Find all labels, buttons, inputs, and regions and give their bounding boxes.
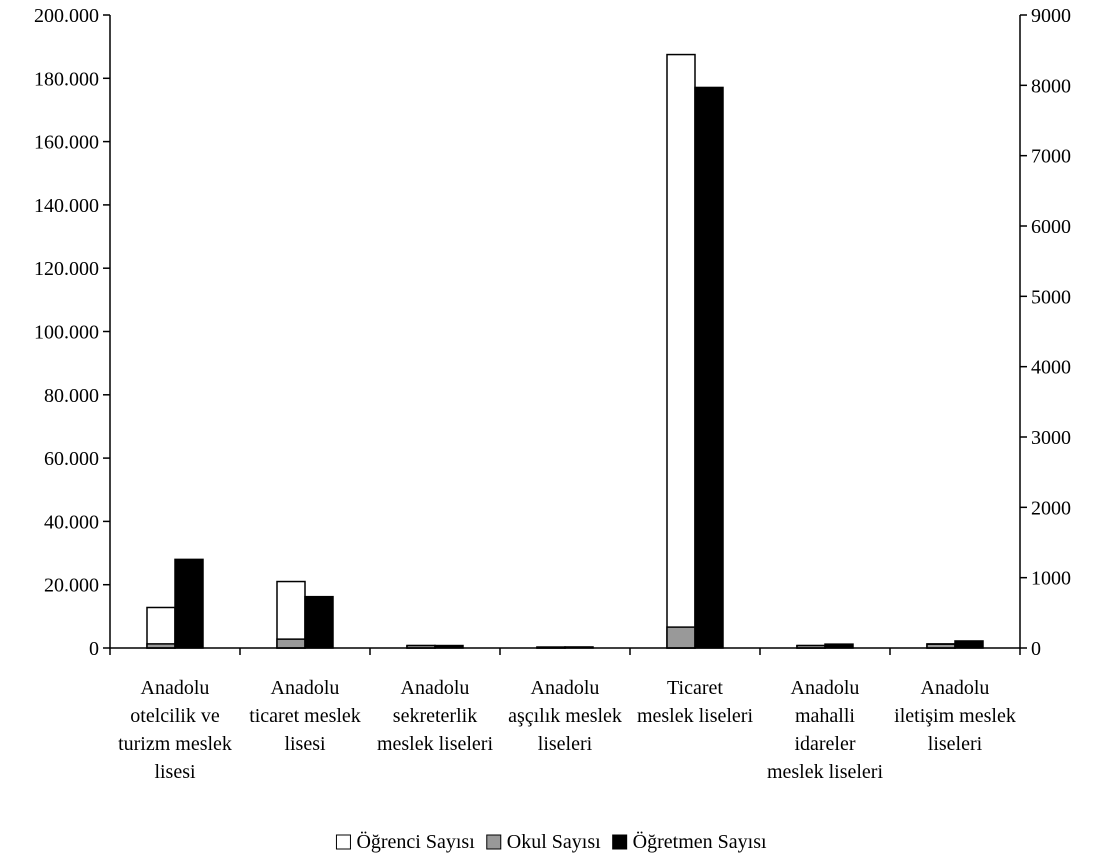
legend-label-retmen-say-s: Öğretmen Sayısı <box>633 830 767 853</box>
bar-retmen-say-s-1 <box>304 595 334 649</box>
y-left-tick-label: 0 <box>89 638 99 660</box>
axes-layer: 0 20.000 40.000 60.000 80.000 100.000 120.000 1… <box>34 5 1071 660</box>
legend-swatch-okul-say-s <box>486 834 502 850</box>
legend-swatch-renci-say-s <box>335 834 351 850</box>
bar-okul-say-s-4 <box>666 626 696 649</box>
bar-okul-say-s-1 <box>276 638 306 649</box>
category-label-2: Anadolu sekreterlik meslek liseleri <box>377 677 494 755</box>
y-right-tick-label: 5000 <box>1031 286 1071 308</box>
y-right-tick-label: 6000 <box>1031 216 1071 238</box>
y-right-tick-label: 1000 <box>1031 568 1071 590</box>
legend-label-okul-say-s: Okul Sayısı <box>507 831 601 853</box>
bar-renci-say-s-0 <box>146 606 176 649</box>
category-label-1: Anadolu ticaret meslek lisesi <box>249 677 361 755</box>
y-left-tick-label: 120.000 <box>34 258 99 280</box>
y-right-tick-label: 8000 <box>1031 75 1071 97</box>
y-right-tick-label: 3000 <box>1031 427 1071 449</box>
y-left-tick-label: 160.000 <box>34 132 99 154</box>
y-left-tick-label: 200.000 <box>34 5 99 27</box>
y-right-tick-label: 7000 <box>1031 146 1071 168</box>
y-right-tick-label: 0 <box>1031 638 1041 660</box>
y-left-tick-label: 180.000 <box>34 68 99 90</box>
y-right-tick-label: 9000 <box>1031 5 1071 27</box>
bar-renci-say-s-1 <box>276 580 306 649</box>
bars-layer <box>146 53 984 649</box>
y-left-tick-label: 40.000 <box>44 511 99 533</box>
y-right-tick-label: 4000 <box>1031 357 1071 379</box>
y-left-tick-label: 20.000 <box>44 575 99 597</box>
category-label-6: Anadolu iletişim meslek liseleri <box>894 677 1016 755</box>
category-label-3: Anadolu aşçılık meslek liseleri <box>508 677 622 755</box>
legend-label-renci-say-s: Öğrenci Sayısı <box>356 830 475 853</box>
bar-renci-say-s-4 <box>666 53 696 649</box>
y-left-tick-label: 60.000 <box>44 448 99 470</box>
legend: Öğrenci Sayısı Okul Sayısı Öğretmen Sayısı <box>335 830 767 853</box>
y-left-tick-label: 80.000 <box>44 385 99 407</box>
category-label-0: Anadolu otelcilik ve turizm meslek lisesi <box>118 677 232 783</box>
category-labels: Anadolu otelcilik ve turizm meslek lisesiAn… <box>118 677 1016 783</box>
bar-retmen-say-s-6 <box>954 640 984 649</box>
category-label-5: Anadolu mahalli idareler meslek liseleri <box>767 677 884 783</box>
y-right-tick-label: 2000 <box>1031 497 1071 519</box>
y-left-tick-label: 140.000 <box>34 195 99 217</box>
bar-retmen-say-s-4 <box>694 86 724 649</box>
category-label-4: Ticaret meslek liseleri <box>637 677 754 727</box>
y-left-tick-label: 100.000 <box>34 322 99 344</box>
legend-swatch-retmen-say-s <box>612 834 628 850</box>
bar-retmen-say-s-0 <box>174 558 204 649</box>
